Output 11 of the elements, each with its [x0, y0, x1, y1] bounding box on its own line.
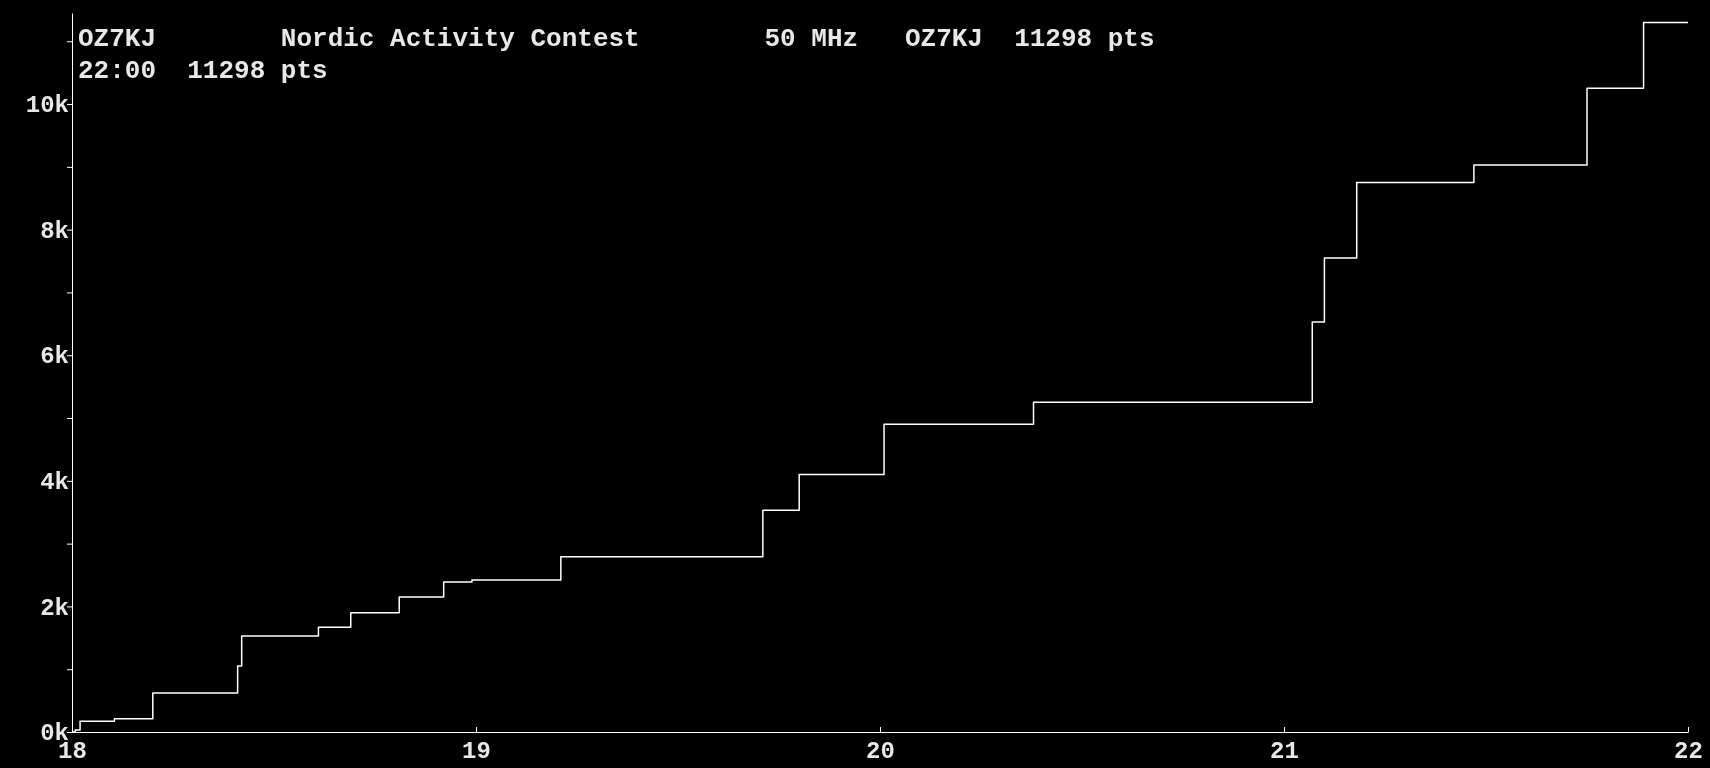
- text: 22:00 11298 pts: [78, 56, 328, 86]
- x-tick-label: 22: [1674, 737, 1703, 765]
- x-tick-label: 21: [1270, 737, 1299, 765]
- chart-title: OZ7KJ Nordic Activity Contest 50 MHz OZ7KJ 11298 pts: [78, 24, 1155, 54]
- y-tick-label: 8k: [40, 217, 69, 245]
- y-tick-label: 10k: [25, 92, 69, 120]
- y-tick-label: 4k: [40, 469, 69, 496]
- y-tick-label: 6k: [40, 343, 69, 371]
- x-tick-label: 19: [462, 737, 491, 765]
- x-tick-label: 20: [866, 737, 895, 765]
- y-tick-label: 2k: [40, 594, 69, 622]
